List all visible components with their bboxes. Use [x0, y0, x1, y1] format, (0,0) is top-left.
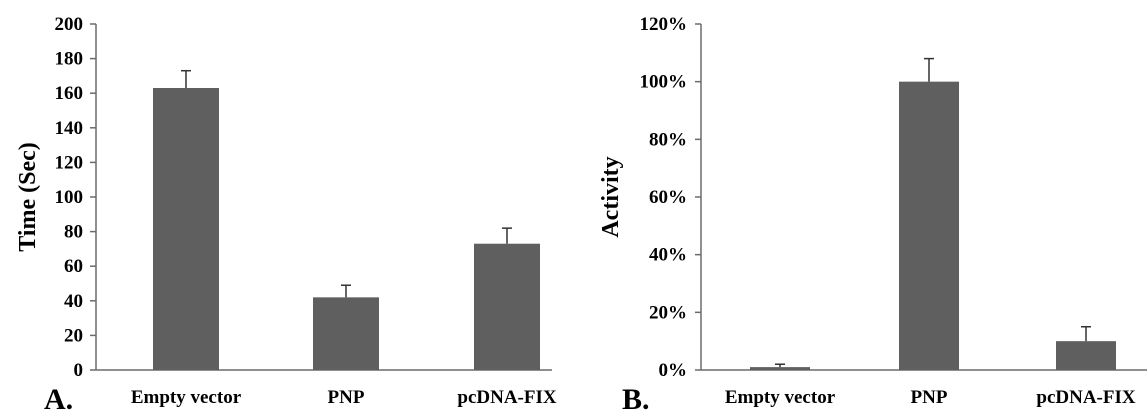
y-axis-title: Activity	[598, 156, 624, 237]
bar-1	[153, 88, 219, 370]
y-tick-label: 40%	[649, 245, 687, 266]
bar-1	[750, 367, 810, 370]
y-tick-label: 40	[64, 291, 83, 312]
bar-2	[899, 81, 959, 371]
category-label: Empty vector	[131, 387, 242, 408]
bar-3	[474, 243, 540, 370]
y-tick-label: 0%	[659, 360, 688, 381]
y-tick-label: 60%	[649, 187, 687, 208]
category-label: PNP	[328, 387, 365, 408]
y-axis-title: Time (Sec)	[15, 142, 41, 252]
y-tick-label: 100	[55, 187, 84, 208]
category-label: pcDNA-FIX	[1036, 387, 1135, 408]
bar-2	[313, 297, 379, 370]
y-tick-label: 200	[55, 14, 84, 35]
y-tick-label: 80%	[649, 129, 687, 150]
y-tick-label: 140	[55, 118, 84, 139]
panel-label: B.	[622, 383, 650, 416]
category-label: pcDNA-FIX	[457, 387, 556, 408]
y-tick-label: 160	[55, 83, 84, 104]
panel-label: A.	[44, 383, 73, 416]
panel-b-activity-chart: 0% 20% 40% 60% 80% 100% 120% Empty vector PNP pcD…	[598, 14, 1147, 416]
bar-3	[1056, 341, 1116, 370]
category-label: Empty vector	[725, 387, 836, 408]
category-label: PNP	[911, 387, 948, 408]
y-tick-label: 100%	[640, 72, 688, 93]
panel-a-time-chart: 0 20 40 60 80 100 120 140 160 180 200 Empty vector P…	[15, 14, 557, 416]
y-tick-label: 20%	[649, 302, 687, 323]
y-tick-label: 120	[55, 152, 84, 173]
y-tick-label: 20	[64, 325, 83, 346]
y-tick-label: 60	[64, 256, 83, 277]
y-tick-label: 0	[74, 360, 84, 381]
y-tick-label: 180	[55, 49, 84, 70]
y-tick-label: 80	[64, 222, 83, 243]
y-tick-label: 120%	[640, 14, 688, 35]
